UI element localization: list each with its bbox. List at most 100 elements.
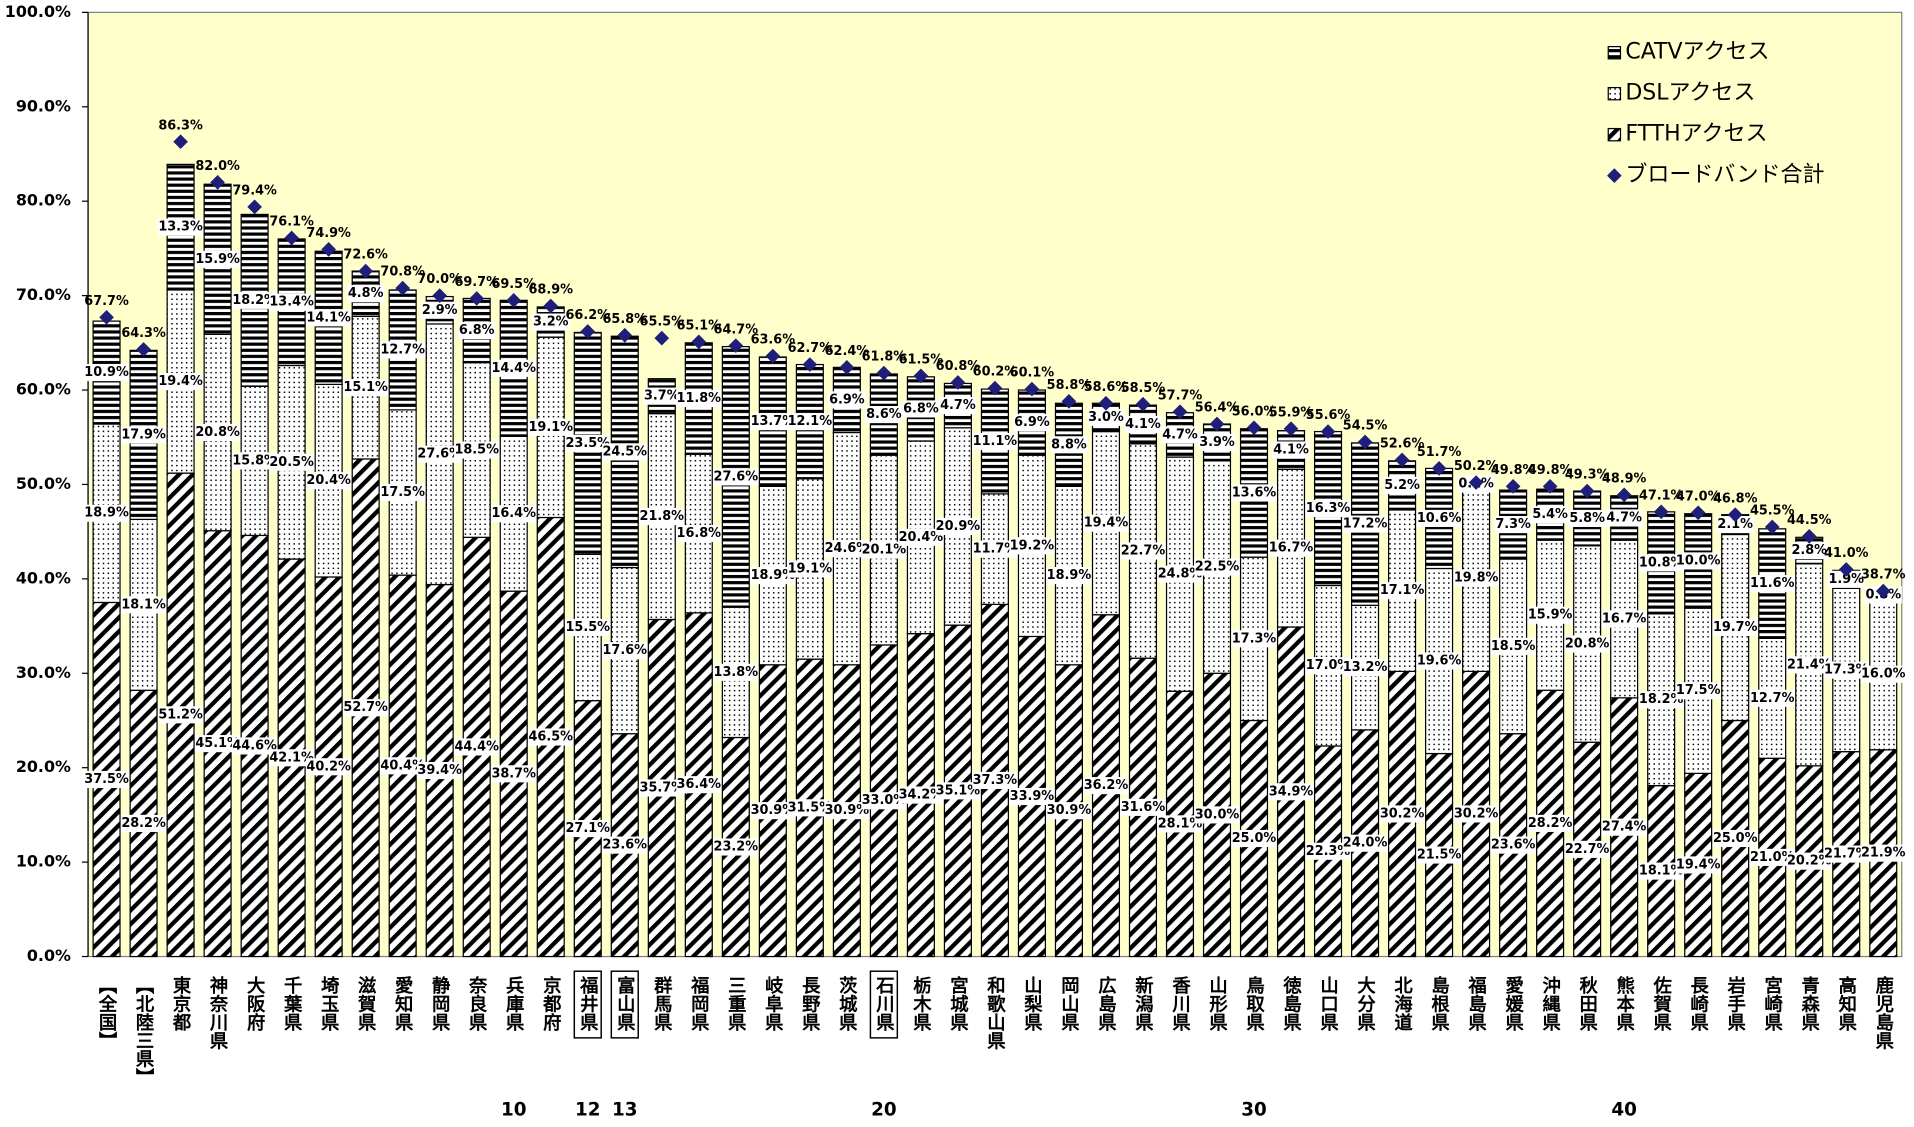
value-label: 40.4% xyxy=(380,758,425,773)
value-label: 18.5% xyxy=(454,442,499,457)
value-label-box xyxy=(1712,829,1758,848)
value-label: 19.7% xyxy=(1713,620,1758,635)
total-marker xyxy=(1246,420,1262,436)
x-tick-label: 富山県 xyxy=(614,975,635,1032)
value-label: 20.9% xyxy=(936,519,981,534)
total-marker xyxy=(839,360,855,375)
value-label: 16.0% xyxy=(1861,667,1906,682)
value-label-box xyxy=(157,706,204,724)
value-label-box xyxy=(1272,441,1310,459)
y-tick-label: 10.0% xyxy=(16,852,71,871)
value-label-box xyxy=(713,838,759,856)
x-tick-label: 兵庫県 xyxy=(503,976,524,1032)
value-label: 17.1% xyxy=(1380,583,1425,598)
value-label: 34.9% xyxy=(1269,784,1314,799)
x-tick-label: 秋田県 xyxy=(1577,975,1598,1032)
value-label-box xyxy=(421,301,459,319)
value-label-box xyxy=(1490,637,1536,655)
total-marker xyxy=(1579,483,1595,499)
value-label: 4.1% xyxy=(1273,442,1309,457)
value-label-box xyxy=(306,472,352,490)
total-label: 47.1% xyxy=(1639,488,1684,503)
total-label: 48.9% xyxy=(1602,471,1647,486)
value-label: 19.1% xyxy=(528,420,573,435)
total-marker xyxy=(136,342,151,357)
total-label: 62.4% xyxy=(825,344,870,359)
x-tick-label: 鹿児島県 xyxy=(1873,975,1895,1050)
value-label: 35.7% xyxy=(640,780,685,795)
total-label: 70.8% xyxy=(380,265,425,280)
value-label: 14.1% xyxy=(306,310,351,325)
x-tick-label: 福島県 xyxy=(1466,975,1488,1032)
total-label: 44.5% xyxy=(1787,513,1832,528)
value-label: 30.9% xyxy=(751,803,796,818)
value-label: 23.2% xyxy=(714,840,759,855)
value-label-box xyxy=(157,218,204,236)
value-label-box xyxy=(935,782,981,800)
value-label: 10.6% xyxy=(1417,511,1462,526)
value-label-box xyxy=(639,507,685,526)
value-label: 23.5% xyxy=(565,436,610,451)
value-label-box xyxy=(676,776,722,794)
value-label-box xyxy=(898,786,944,804)
total-label: 49.3% xyxy=(1565,468,1610,483)
value-label: 20.2% xyxy=(1787,854,1832,869)
value-label-box xyxy=(380,341,426,359)
value-label-box xyxy=(1823,845,1869,863)
value-label: 23.6% xyxy=(1491,838,1536,853)
value-label-box xyxy=(343,699,389,717)
rank-label: 30 xyxy=(1241,1100,1267,1121)
total-label: 55.9% xyxy=(1269,405,1314,420)
x-tick-label: 長崎県 xyxy=(1688,976,1709,1032)
value-label: 27.1% xyxy=(565,821,610,836)
x-tick-label: 愛知県 xyxy=(392,975,414,1032)
value-label: 1.9% xyxy=(1828,572,1864,587)
x-tick-label: 広島県 xyxy=(1095,975,1116,1032)
total-marker xyxy=(654,330,670,346)
value-label: 24.6% xyxy=(825,541,870,556)
value-label: 18.2% xyxy=(1639,692,1684,707)
value-label: 19.1% xyxy=(788,561,833,576)
value-label-box xyxy=(1342,834,1388,852)
value-label: 6.9% xyxy=(829,392,865,407)
y-tick-label: 20.0% xyxy=(16,757,71,776)
total-label: 60.1% xyxy=(1010,366,1055,381)
rank-label: 13 xyxy=(612,1100,638,1121)
value-label-box xyxy=(939,397,977,415)
value-label: 17.6% xyxy=(603,643,648,658)
total-label: 56.0% xyxy=(1232,404,1277,419)
y-tick-label: 80.0% xyxy=(16,191,71,210)
value-label-box xyxy=(898,528,944,546)
value-label: 4.7% xyxy=(1162,427,1198,442)
value-label-box xyxy=(1675,856,1721,874)
y-tick-label: 30.0% xyxy=(16,663,71,682)
total-label: 86.3% xyxy=(158,118,203,133)
value-label-box xyxy=(1305,842,1351,860)
value-label: 28.2% xyxy=(1528,816,1573,831)
value-label-box xyxy=(194,250,241,268)
value-label: 2.8% xyxy=(1791,543,1827,558)
value-label-box xyxy=(713,663,759,681)
total-label: 76.1% xyxy=(269,215,314,230)
total-marker xyxy=(1024,381,1040,397)
total-marker xyxy=(1098,395,1114,411)
value-label-box xyxy=(639,779,685,797)
total-label: 64.7% xyxy=(714,322,759,337)
value-label-box xyxy=(1083,514,1129,532)
total-marker xyxy=(913,368,929,384)
value-label-box xyxy=(1527,814,1573,832)
value-label-box xyxy=(491,765,537,783)
value-label: 16.4% xyxy=(491,506,536,521)
total-marker xyxy=(1616,487,1632,503)
value-label-box xyxy=(380,483,426,502)
value-label-box xyxy=(1416,652,1462,670)
total-label: 41.0% xyxy=(1824,546,1869,561)
total-label: 58.6% xyxy=(1084,380,1129,395)
value-label-box xyxy=(1564,840,1610,858)
total-label: 65.1% xyxy=(677,318,722,333)
total-label: 74.9% xyxy=(306,226,351,241)
total-marker xyxy=(876,365,892,381)
total-marker xyxy=(580,324,596,339)
value-label-box xyxy=(231,291,278,309)
